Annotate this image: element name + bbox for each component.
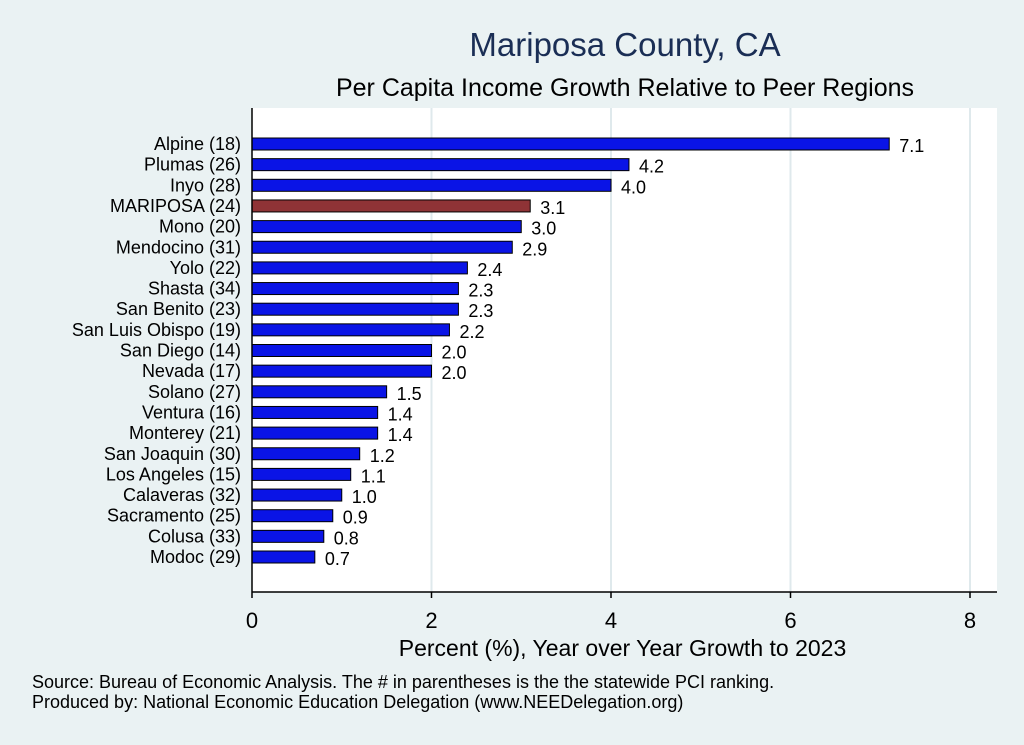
category-label: Alpine (18) (154, 134, 241, 154)
bar (251, 323, 450, 337)
category-label: San Joaquin (30) (104, 444, 241, 464)
bar-value-label: 0.9 (343, 508, 368, 528)
bar (251, 282, 459, 296)
category-label: Monterey (21) (129, 423, 241, 443)
bar (251, 488, 343, 502)
category-label: Solano (27) (148, 382, 241, 402)
bar-value-label: 3.1 (540, 198, 565, 218)
bar-value-label: 0.7 (325, 549, 350, 569)
bar-value-label: 4.2 (639, 157, 664, 177)
x-tick-label: 2 (425, 608, 437, 633)
axes: 0 2 4 6 8 (246, 108, 997, 633)
bar (251, 529, 325, 543)
bar (251, 158, 630, 172)
bar (251, 385, 388, 399)
category-label: Sacramento (25) (107, 506, 241, 526)
footnote-producer: Produced by: National Economic Education… (32, 692, 684, 712)
category-label: San Luis Obispo (19) (72, 320, 241, 340)
bar-value-label: 2.3 (468, 281, 493, 301)
bar (251, 344, 432, 357)
bar (251, 261, 468, 275)
bar-value-label: 1.0 (352, 487, 377, 507)
bar-value-label: 4.0 (621, 177, 646, 197)
bar (251, 405, 379, 419)
chart-title: Mariposa County, CA (469, 26, 781, 63)
bar-value-label: 1.1 (361, 466, 386, 486)
bar-value-label: 1.2 (370, 446, 395, 466)
bar-value-label: 2.2 (459, 322, 484, 342)
bars: Alpine (18) 7.1 Plumas (26) 4.2 Inyo (28) 4.0… (72, 134, 924, 569)
bar (251, 447, 361, 461)
bar-value-label: 1.4 (388, 404, 413, 424)
bar (251, 220, 522, 234)
x-tick-label: 0 (246, 608, 258, 633)
category-label: Plumas (26) (144, 155, 241, 175)
category-label: Shasta (34) (148, 279, 241, 299)
category-label: Modoc (29) (150, 547, 241, 567)
bar-value-label: 2.3 (468, 301, 493, 321)
bar-value-label: 2.0 (442, 363, 467, 383)
x-axis-label: Percent (%), Year over Year Growth to 20… (399, 635, 847, 661)
bar (251, 302, 459, 316)
bar-value-label: 1.4 (388, 425, 413, 445)
bar (251, 509, 334, 523)
bar-value-label: 2.4 (477, 260, 502, 280)
bar (251, 467, 352, 481)
bar (251, 137, 890, 151)
category-label: MARIPOSA (24) (110, 196, 241, 216)
bar-value-label: 2.9 (522, 239, 547, 259)
bar (251, 199, 531, 213)
bar (251, 364, 432, 378)
category-label: Ventura (16) (142, 402, 241, 422)
category-label: Calaveras (32) (123, 485, 241, 505)
bar-value-label: 3.0 (531, 219, 556, 239)
category-label: Inyo (28) (170, 175, 241, 195)
category-label: Colusa (33) (148, 526, 241, 546)
footnote-source: Source: Bureau of Economic Analysis. The… (32, 672, 775, 692)
bar (251, 178, 612, 192)
category-label: Mendocino (31) (116, 237, 241, 257)
bar-value-label: 1.5 (397, 384, 422, 404)
bar-value-label: 0.8 (334, 528, 359, 548)
category-label: Los Angeles (15) (106, 464, 241, 484)
category-label: Mono (20) (159, 217, 241, 237)
bar (251, 550, 316, 564)
category-label: Yolo (22) (170, 258, 241, 278)
x-tick-label: 4 (605, 608, 617, 633)
bar (251, 426, 379, 440)
bar-value-label: 2.0 (442, 343, 467, 363)
category-label: San Diego (14) (120, 341, 241, 361)
chart-subtitle: Per Capita Income Growth Relative to Pee… (335, 74, 915, 102)
category-label: Nevada (17) (142, 361, 241, 381)
bar (251, 240, 513, 254)
bar-value-label: 7.1 (899, 136, 924, 156)
x-tick-label: 8 (964, 608, 976, 633)
category-label: San Benito (23) (116, 299, 241, 319)
x-tick-label: 6 (784, 608, 796, 633)
